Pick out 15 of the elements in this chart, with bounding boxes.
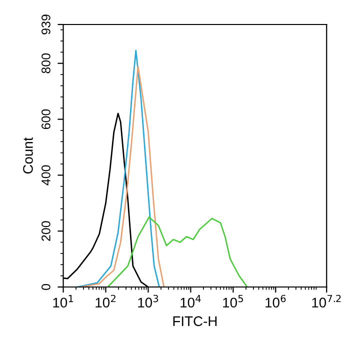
y-tick-label: 939 [42,14,50,34]
y-tick-label: 600 [42,109,50,130]
y-tick-label: 0 [42,284,50,290]
x-tick-label: 10$^{1}$ [53,294,74,308]
y-axis-title: Count [23,137,33,174]
x-tick-label: 10$^{7.2}$ [312,294,341,308]
x-tick-label: 10$^{6}$ [266,294,286,308]
y-tick-label: 800 [42,53,50,74]
x-tick-label: 10$^{5}$ [223,294,243,308]
x-axis-title: FITC-H [173,316,217,326]
y-tick-label: 200 [42,221,50,241]
x-tick-label: 10$^{3}$ [138,294,158,308]
x-tick-label: 10$^{2}$ [96,294,116,308]
y-tick-label: 400 [42,165,50,186]
x-tick-label: 10$^{4}$ [180,294,201,308]
